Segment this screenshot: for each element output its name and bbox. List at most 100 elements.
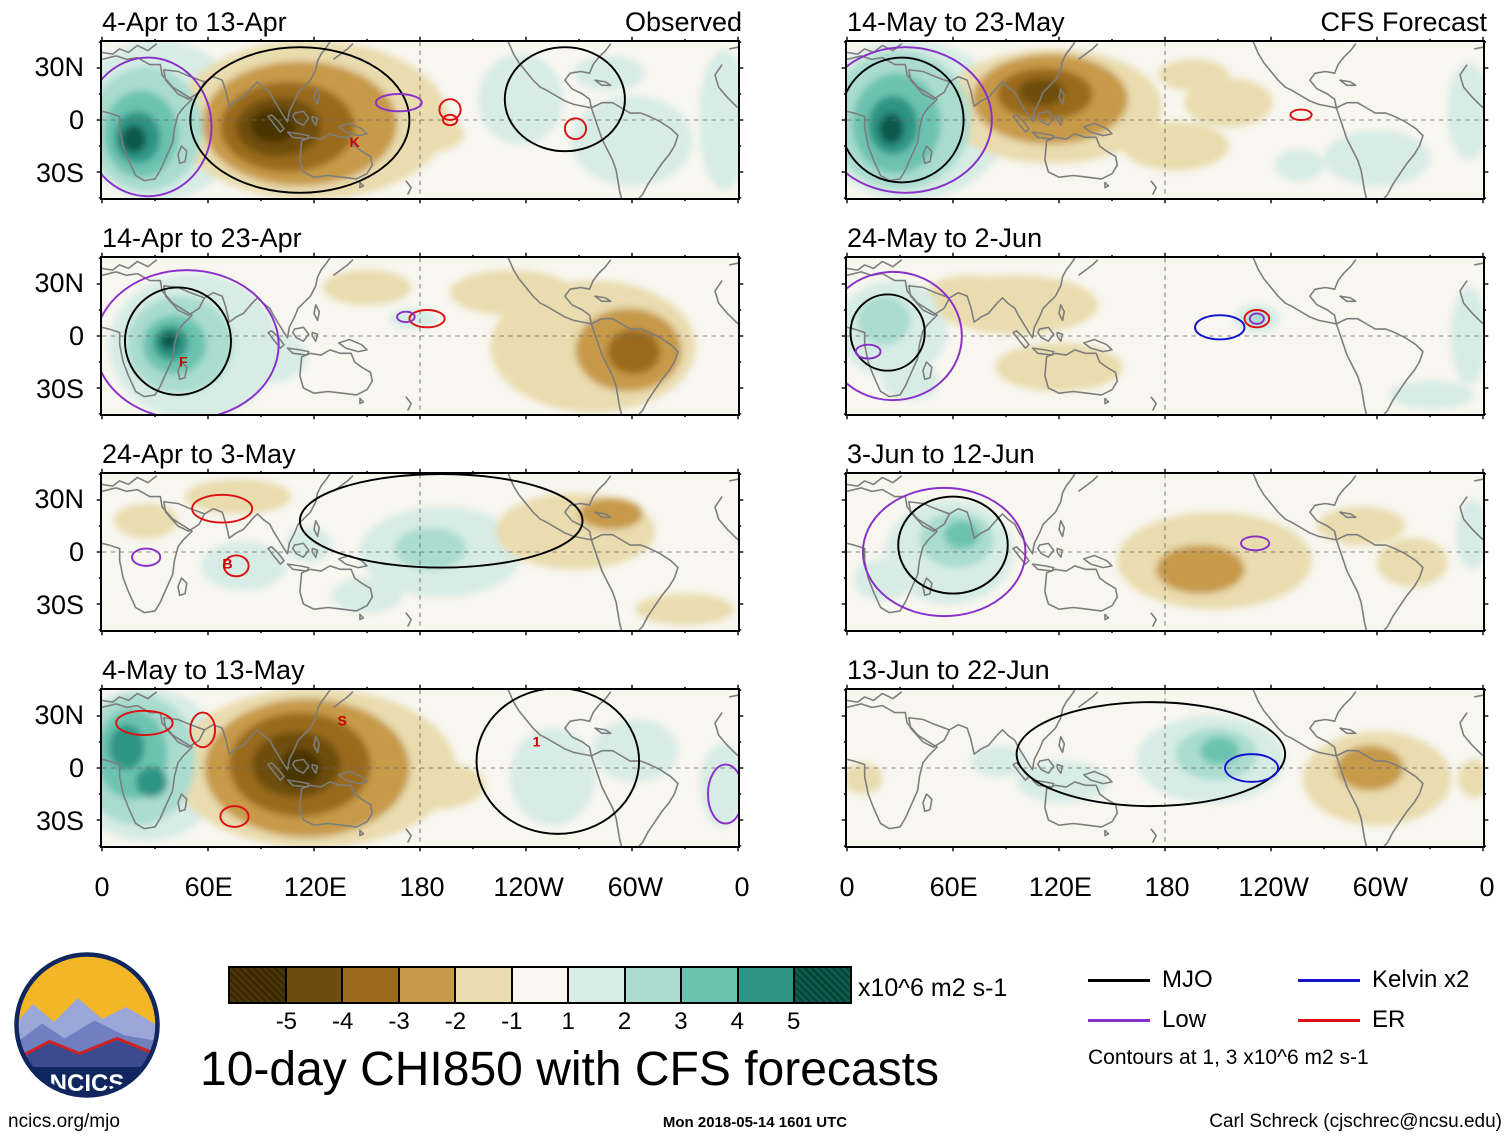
storm-marker: K: [350, 134, 360, 150]
legend-label: MJO: [1162, 966, 1213, 993]
colorbar-tick-label: -4: [332, 1008, 354, 1035]
x-axis-labels: 0 60E 120E 180 120W 60W 0: [839, 870, 1494, 904]
axis-ticks: [96, 252, 744, 420]
panel-title: 14-Apr to 23-Apr: [102, 223, 302, 253]
gridlines: [102, 690, 738, 846]
legend-item-er: ER: [1298, 1006, 1508, 1034]
map-wrap: [841, 36, 1489, 204]
colorbar-swatch: [682, 968, 739, 1002]
low-contour: [1248, 312, 1265, 325]
x-axis-label: 0: [839, 872, 855, 902]
mjo-contour: [503, 46, 626, 153]
mjo-contour: [1015, 701, 1287, 808]
legend-label: Low: [1162, 1006, 1207, 1033]
map-canvas: S1: [96, 684, 744, 852]
er-contour: [408, 309, 446, 329]
x-axis-label: 120E: [283, 872, 347, 902]
er-contour: [438, 98, 462, 121]
y-axis-label: 30S: [35, 806, 84, 837]
anomaly-shading: [847, 275, 1483, 409]
colorbar-tick-label: 3: [674, 1008, 688, 1035]
low-contour: [861, 486, 1027, 618]
figure-title: 10-day CHI850 with CFS forecasts: [200, 1043, 939, 1096]
anomaly-shading: [854, 500, 1483, 610]
storm-marker: F: [179, 354, 188, 370]
colorbar-tick-label: 4: [730, 1008, 744, 1035]
low-contour: [102, 269, 280, 414]
axis-ticks: [841, 252, 1489, 420]
x-axis-label: 180: [399, 872, 445, 902]
panel-header: 3-Jun to 12-Jun: [845, 438, 1489, 472]
legend-item-kel: Kelvin x2: [1298, 966, 1508, 994]
x-axis-label: 60E: [184, 872, 233, 902]
observed-column: 4-Apr to 13-Apr Observed 30N 0 30S K 14-Apr to…: [0, 6, 749, 904]
panel-title: 4-May to 13-May: [102, 655, 305, 685]
colorbar-swatch: [738, 968, 796, 1002]
map-canvas: F: [96, 252, 744, 420]
gridlines: [102, 474, 738, 630]
map-canvas: K: [96, 36, 744, 204]
map-canvas: [841, 36, 1489, 204]
anomaly-shading: [847, 716, 1483, 826]
er-contour: [189, 711, 217, 749]
map-panel: 4-Apr to 13-Apr Observed 30N 0 30S K: [34, 6, 744, 204]
axis-ticks: [96, 36, 744, 204]
mjo-contour: [298, 474, 584, 569]
ncics-logo-image: NCICS: [14, 952, 160, 1098]
map-wrap: 30N 0 30S B: [34, 468, 744, 636]
colorbar-swatch: [456, 968, 513, 1002]
x-axis-label: 120W: [493, 872, 564, 902]
coastlines: [847, 690, 1483, 846]
gridlines: [847, 258, 1483, 414]
y-axis-label: 0: [68, 753, 84, 783]
map-wrap: [841, 468, 1489, 636]
low-contour: [854, 343, 882, 360]
y-axis-label: 30N: [34, 51, 84, 82]
kel-legend-line: [1298, 978, 1360, 982]
legend-row: MJO Kelvin x2: [1088, 966, 1508, 994]
gridlines: [847, 474, 1483, 630]
mjo-contour: [189, 46, 411, 194]
y-axis-label: 30N: [34, 267, 84, 298]
x-axis-label: 60W: [607, 872, 664, 902]
colorbar-tick-label: 2: [617, 1008, 632, 1035]
panel-header: 4-Apr to 13-Apr Observed: [100, 6, 744, 40]
contour-legend: MJO Kelvin x2 Low ER Contours at 1, 3 x10^6…: [1088, 966, 1508, 1070]
map-panel: 14-May to 23-May CFS Forecast: [841, 6, 1489, 204]
colorbar-tick-label: 1: [561, 1008, 575, 1035]
x-axis-label: 0: [734, 872, 750, 902]
storm-marker: B: [222, 556, 232, 572]
anomaly-shading: [114, 479, 735, 625]
er-contour: [191, 493, 254, 524]
forecast-column: 14-May to 23-May CFS Forecast 24-May to 2-…: [745, 6, 1510, 904]
x-axis-label: 60W: [1352, 872, 1409, 902]
coastlines: [102, 42, 738, 198]
contour-note: Contours at 1, 3 x10^6 m2 s-1: [1088, 1046, 1369, 1069]
er-contour: [563, 117, 588, 141]
coastlines: [847, 474, 1483, 630]
y-axis-label: 30S: [35, 590, 84, 621]
map-wrap: 30N 0 30S F: [34, 252, 744, 420]
colorbar: -5 -4 -3 -2 -1 1 2 3 4 5: [228, 966, 852, 1036]
axis-ticks: [96, 468, 744, 636]
kel-contour: [1194, 314, 1246, 341]
x-axis-label: 180: [1144, 872, 1190, 902]
legend-label: ER: [1372, 1006, 1406, 1033]
x-axis-label: 0: [94, 872, 110, 902]
er-contour: [115, 709, 174, 737]
panel-title: 14-May to 23-May: [847, 7, 1065, 37]
colorbar-swatch: [512, 968, 570, 1002]
column-label: CFS Forecast: [1320, 7, 1487, 37]
legend-rows: MJO Kelvin x2 Low ER: [1088, 966, 1508, 1034]
axis-ticks: [96, 684, 744, 852]
low-contour: [102, 56, 213, 198]
mjo-contour: [475, 690, 641, 835]
map-canvas: [841, 684, 1489, 852]
map-canvas: [841, 252, 1489, 420]
y-axis-label: 0: [68, 537, 84, 567]
colorbar-swatch: [343, 968, 400, 1002]
kel-contour: [1224, 753, 1280, 783]
colorbar-tick-label: -1: [501, 1008, 523, 1035]
low-contour: [1239, 535, 1271, 552]
storm-marker: 1: [533, 734, 541, 750]
